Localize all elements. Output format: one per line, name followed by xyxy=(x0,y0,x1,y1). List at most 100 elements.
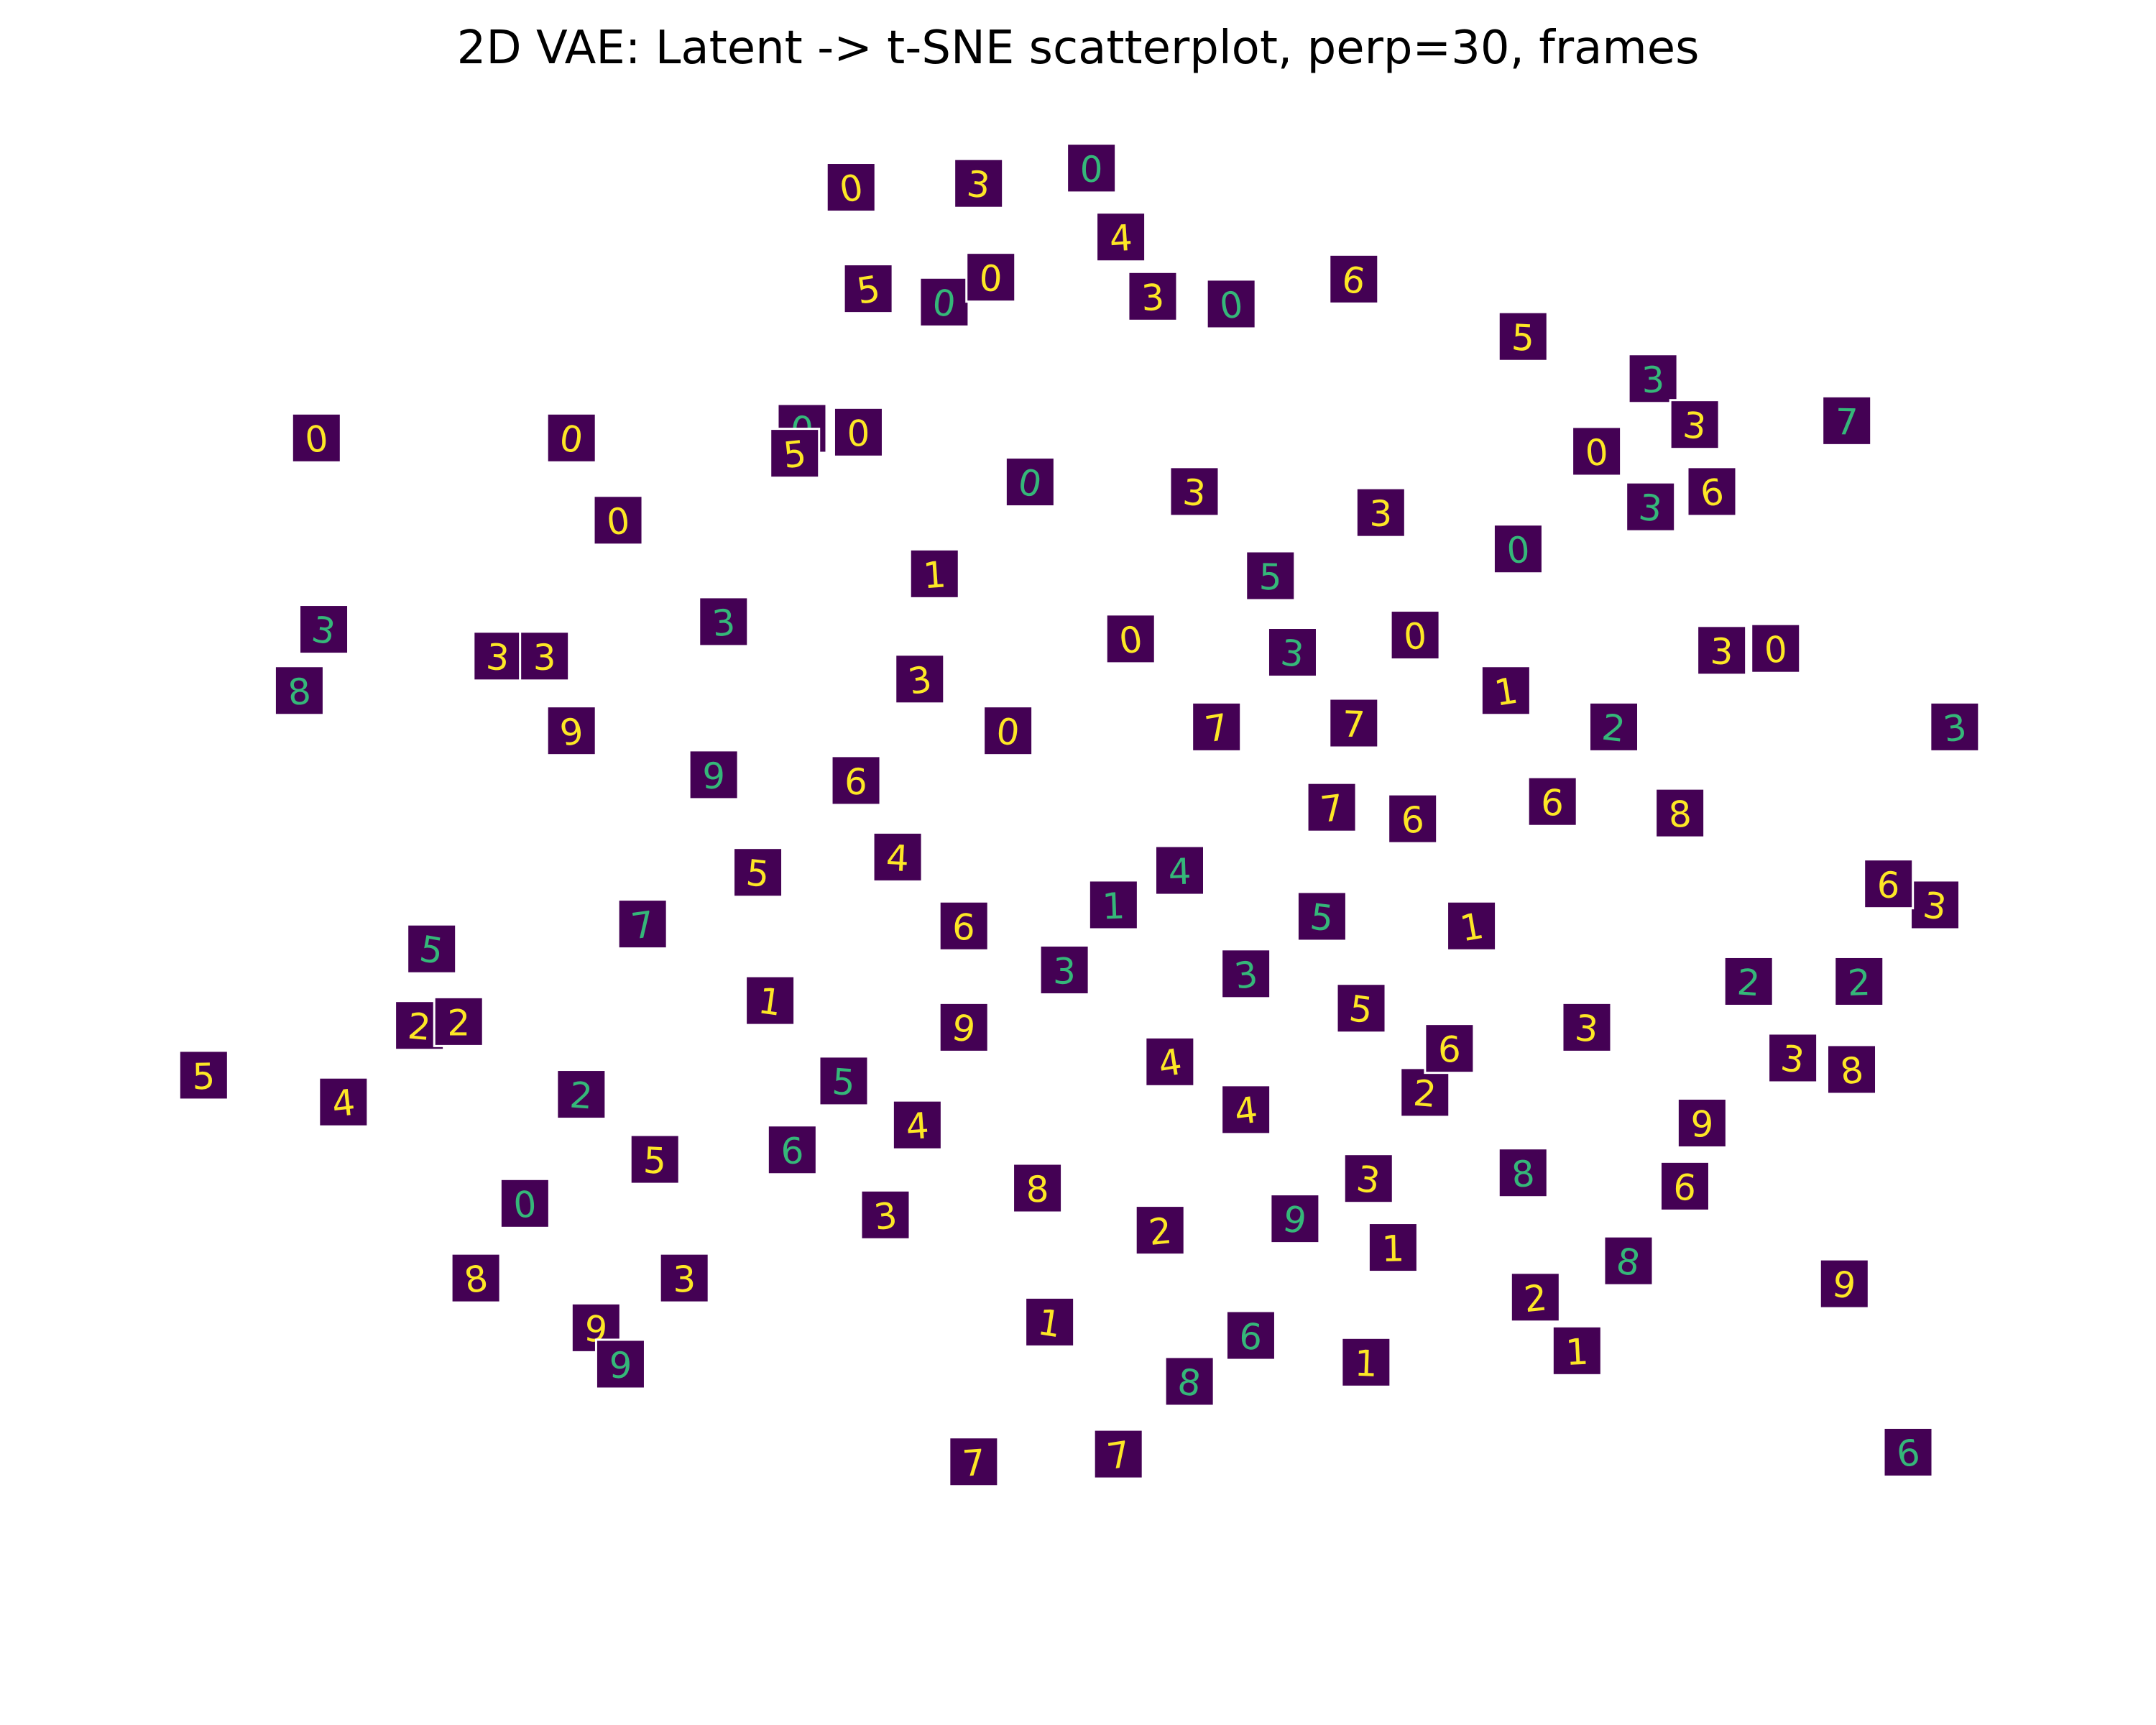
scatter-point: 7 xyxy=(1821,395,1873,446)
point-tile xyxy=(982,705,1034,757)
point-tile xyxy=(1266,627,1318,678)
scatter-point: 0 xyxy=(832,406,884,458)
scatter-point: 0 xyxy=(1571,426,1623,477)
scatter-point: 7 xyxy=(1328,697,1380,749)
point-tile xyxy=(1526,776,1578,827)
point-tile xyxy=(519,630,571,682)
point-tile xyxy=(1833,955,1885,1007)
point-label: 6 xyxy=(780,1130,804,1172)
point-label: 5 xyxy=(744,852,771,896)
scatter-point: 0 xyxy=(1492,523,1544,575)
point-tile xyxy=(1087,879,1139,931)
point-tile xyxy=(629,1133,681,1185)
scatter-point: 3 xyxy=(472,630,524,682)
scatter-point: 4 xyxy=(872,831,923,883)
scatter-point: 9 xyxy=(938,1001,990,1053)
point-tile xyxy=(1882,1426,1934,1478)
point-label: 1 xyxy=(1565,1331,1590,1374)
scatter-point: 7 xyxy=(1306,781,1358,833)
scatter-point: 0 xyxy=(1066,142,1118,194)
point-label: 5 xyxy=(781,433,808,477)
scatter-point: 6 xyxy=(1526,776,1578,827)
point-tile xyxy=(545,412,597,464)
scatter-point: 1 xyxy=(745,975,796,1026)
point-label: 2 xyxy=(447,1002,470,1044)
point-tile xyxy=(1863,858,1915,910)
point-tile xyxy=(592,494,644,546)
point-label: 2 xyxy=(1522,1276,1549,1320)
point-label: 2 xyxy=(568,1075,594,1118)
point-tile xyxy=(1134,1205,1186,1256)
scatter-point: 0 xyxy=(918,276,970,328)
scatter-point: 6 xyxy=(1659,1160,1710,1212)
point-tile xyxy=(1328,253,1380,305)
scatter-point: 6 xyxy=(1387,793,1439,845)
point-label: 6 xyxy=(1438,1029,1461,1071)
point-tile xyxy=(1340,1336,1392,1388)
scatter-point: 3 xyxy=(1038,944,1090,995)
point-label: 0 xyxy=(604,500,632,543)
scatter-point: 7 xyxy=(1092,1428,1144,1480)
point-tile xyxy=(1627,353,1679,405)
point-tile xyxy=(1588,701,1640,753)
point-label: 9 xyxy=(702,755,726,798)
scatter-point: 1 xyxy=(1024,1296,1076,1348)
point-label: 5 xyxy=(1511,316,1536,359)
scatter-point: 5 xyxy=(842,263,894,315)
point-label: 4 xyxy=(1233,1089,1261,1133)
point-label: 9 xyxy=(609,1345,632,1387)
scatter-point: 1 xyxy=(1480,665,1531,717)
point-label: 0 xyxy=(979,257,1003,300)
scatter-point: 3 xyxy=(298,604,350,656)
scatter-point: 2 xyxy=(1134,1205,1186,1256)
point-tile xyxy=(433,995,484,1047)
point-tile xyxy=(1306,781,1358,833)
scatter-point: 3 xyxy=(953,157,1005,209)
scatter-point: 3 xyxy=(894,653,946,705)
point-tile xyxy=(894,653,946,705)
point-tile xyxy=(830,755,882,806)
point-label: 7 xyxy=(961,1442,987,1485)
point-label: 3 xyxy=(1141,276,1166,319)
scatter-point: 5 xyxy=(769,428,821,479)
scatter-point: 1 xyxy=(1367,1222,1419,1274)
scatter-point: 0 xyxy=(1389,610,1441,661)
point-tile xyxy=(732,847,784,898)
scatter-point: 1 xyxy=(1551,1325,1603,1376)
scatter-point: 6 xyxy=(1424,1023,1475,1075)
point-label: 8 xyxy=(1176,1361,1204,1404)
scatter-point: 2 xyxy=(1833,955,1885,1007)
point-tile xyxy=(499,1177,550,1229)
point-label: 0 xyxy=(995,710,1022,754)
point-tile xyxy=(1492,523,1544,575)
point-tile xyxy=(406,923,458,975)
scatter-point: 0 xyxy=(825,162,877,213)
point-label: 8 xyxy=(1838,1049,1866,1092)
point-label: 5 xyxy=(831,1061,857,1104)
point-label: 3 xyxy=(1279,632,1307,676)
point-label: 1 xyxy=(1102,885,1126,927)
point-label: 3 xyxy=(711,602,737,645)
point-label: 8 xyxy=(1510,1152,1537,1196)
point-label: 8 xyxy=(1667,793,1692,836)
scatter-point: 9 xyxy=(1676,1097,1728,1149)
point-tile xyxy=(1625,481,1677,533)
scatter-point: 6 xyxy=(1328,253,1380,305)
point-tile xyxy=(1424,1023,1475,1075)
point-tile xyxy=(1387,793,1439,845)
point-label: 6 xyxy=(1672,1166,1698,1210)
point-label: 8 xyxy=(1026,1169,1049,1211)
point-label: 7 xyxy=(1318,786,1346,830)
point-label: 0 xyxy=(1763,628,1788,671)
point-tile xyxy=(1654,787,1706,839)
scatter-point: 0 xyxy=(1004,456,1056,508)
point-tile xyxy=(745,975,796,1026)
scatter-point: 9 xyxy=(688,749,740,801)
point-label: 3 xyxy=(872,1195,900,1238)
scatter-point: 3 xyxy=(1767,1032,1819,1084)
scatter-point: 3 xyxy=(519,630,571,682)
point-label: 5 xyxy=(642,1139,668,1182)
point-tile xyxy=(1012,1162,1064,1214)
scatter-point: 3 xyxy=(1342,1153,1394,1205)
